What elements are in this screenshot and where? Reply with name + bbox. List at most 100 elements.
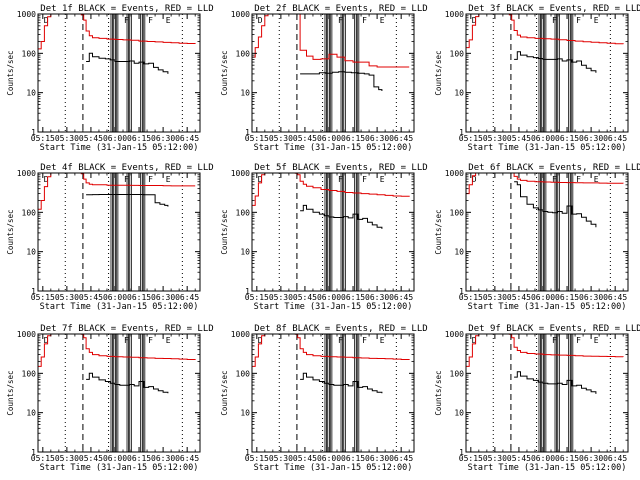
y-tick-label: 10 xyxy=(454,248,464,257)
plot-frame xyxy=(37,333,201,453)
y-tick-label: 10 xyxy=(240,89,250,98)
y-tick-label: 1 xyxy=(245,128,250,137)
panel-title: Det 9f BLACK = Events, RED = LLD xyxy=(468,324,640,334)
x-tick-label: 05:15 xyxy=(31,454,55,463)
marker-letter: F xyxy=(576,336,581,345)
interval-box xyxy=(110,333,113,453)
y-tick-label: 1000 xyxy=(17,169,36,178)
marker-letter: D xyxy=(44,175,49,184)
panel-title: Det 4f BLACK = Events, RED = LLD xyxy=(40,163,213,173)
panel-det-2: Det 2f BLACK = Events, RED = LLD D F F E 1 10 1… xyxy=(220,4,428,153)
marker-letter: F xyxy=(362,336,367,345)
interval-box xyxy=(126,172,130,292)
x-tick-label: 05:45 xyxy=(507,454,531,463)
y-axis-label: Counts/sec xyxy=(434,209,443,254)
y-tick-label: 1 xyxy=(245,448,250,457)
y-tick-label: 100 xyxy=(22,369,37,378)
x-tick-label: 06:15 xyxy=(127,454,151,463)
y-tick-label: 10 xyxy=(454,409,464,418)
marker-letter: E xyxy=(594,336,599,345)
x-tick-label: 05:45 xyxy=(79,454,103,463)
y-tick-label: 10 xyxy=(454,89,464,98)
panel-title: Det 2f BLACK = Events, RED = LLD xyxy=(254,4,427,14)
x-tick-label: 06:00 xyxy=(317,134,341,143)
y-tick-label: 10 xyxy=(240,248,250,257)
marker-letter: F xyxy=(552,336,557,345)
marker-letter: E xyxy=(380,336,385,345)
x-tick-label: 06:45 xyxy=(175,293,199,302)
events-series-line xyxy=(300,204,383,229)
lld-series-line xyxy=(38,172,196,210)
x-tick-label: 05:30 xyxy=(483,134,507,143)
y-tick-label: 1 xyxy=(31,128,36,137)
x-tick-label: 06:45 xyxy=(175,454,199,463)
x-tick-label: 06:00 xyxy=(103,293,127,302)
marker-letter: F xyxy=(362,16,367,25)
events-series-line xyxy=(514,181,597,228)
marker-letter: D xyxy=(258,175,263,184)
marker-letter: F xyxy=(124,175,129,184)
x-tick-label: 06:30 xyxy=(365,454,389,463)
x-tick-label: 06:00 xyxy=(531,293,555,302)
plot-frame xyxy=(251,333,415,453)
y-tick-label: 100 xyxy=(236,208,251,217)
panel-title: Det 7f BLACK = Events, RED = LLD xyxy=(40,324,213,334)
lld-series-line xyxy=(252,13,410,68)
marker-letter: E xyxy=(380,16,385,25)
x-tick-label: 05:45 xyxy=(79,134,103,143)
x-tick-label: 05:45 xyxy=(293,454,317,463)
marker-letter: D xyxy=(472,16,477,25)
x-tick-label: 06:00 xyxy=(531,454,555,463)
marker-letter: E xyxy=(594,16,599,25)
x-tick-label: 05:15 xyxy=(459,134,483,143)
x-tick-label: 06:00 xyxy=(103,134,127,143)
panel-title: Det 3f BLACK = Events, RED = LLD xyxy=(468,4,640,14)
y-tick-label: 1000 xyxy=(231,330,250,339)
marker-letter: D xyxy=(258,336,263,345)
marker-letter: E xyxy=(166,336,171,345)
interval-box xyxy=(354,172,357,292)
interval-box xyxy=(340,172,344,292)
y-tick-label: 1000 xyxy=(445,10,464,19)
y-tick-label: 1000 xyxy=(445,169,464,178)
plot-frame xyxy=(465,333,629,453)
plot-frame xyxy=(251,172,415,292)
x-tick-label: 06:45 xyxy=(389,293,413,302)
interval-box xyxy=(557,333,560,453)
panel-det-4: Det 4f BLACK = Events, RED = LLD D F F E 1 10 1… xyxy=(6,163,214,312)
interval-box xyxy=(129,333,132,453)
marker-letter: E xyxy=(594,175,599,184)
x-axis-label: Start Time (31-Jan-15 05:12:00) xyxy=(468,143,627,153)
events-series-line xyxy=(86,372,169,394)
y-axis-label: Counts/sec xyxy=(434,370,443,415)
events-series-line xyxy=(300,71,383,91)
marker-letter: F xyxy=(362,175,367,184)
interval-box xyxy=(340,13,344,133)
x-tick-label: 05:30 xyxy=(269,134,293,143)
interval-box xyxy=(541,172,544,292)
marker-letter: E xyxy=(166,16,171,25)
y-tick-label: 100 xyxy=(450,369,465,378)
marker-letter: F xyxy=(148,16,153,25)
interval-box xyxy=(142,333,146,453)
y-tick-label: 100 xyxy=(22,49,37,58)
x-tick-label: 06:30 xyxy=(151,134,175,143)
interval-box xyxy=(324,333,327,453)
x-tick-label: 06:30 xyxy=(151,293,175,302)
y-tick-label: 1 xyxy=(459,128,464,137)
x-tick-label: 05:30 xyxy=(55,134,79,143)
x-tick-label: 05:45 xyxy=(507,293,531,302)
marker-letter: D xyxy=(472,175,477,184)
interval-box xyxy=(570,13,574,133)
y-tick-label: 100 xyxy=(22,208,37,217)
events-series-line xyxy=(86,194,169,207)
interval-box xyxy=(343,333,346,453)
x-axis-label: Start Time (31-Jan-15 05:12:00) xyxy=(468,302,627,312)
interval-box xyxy=(343,172,346,292)
interval-box xyxy=(570,333,574,453)
y-axis-label: Counts/sec xyxy=(434,50,443,95)
x-tick-label: 05:30 xyxy=(269,454,293,463)
x-tick-label: 05:15 xyxy=(459,293,483,302)
y-tick-label: 1 xyxy=(459,448,464,457)
x-axis-label: Start Time (31-Jan-15 05:12:00) xyxy=(254,302,413,312)
